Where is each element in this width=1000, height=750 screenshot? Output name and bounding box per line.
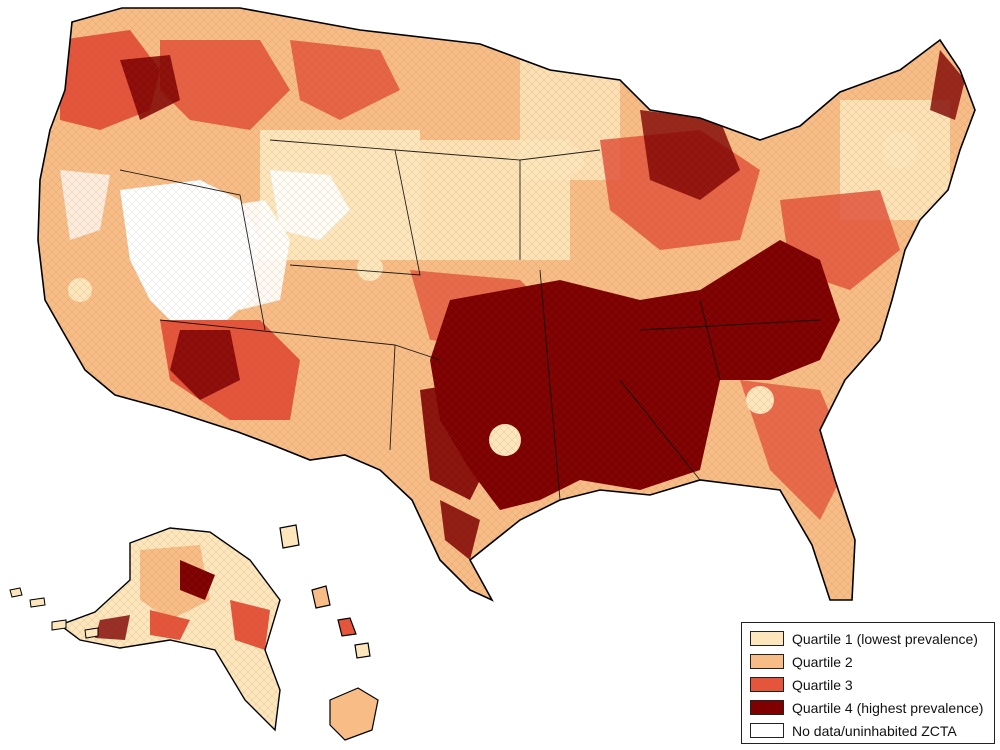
legend-label: Quartile 3 bbox=[792, 676, 853, 693]
legend-swatch bbox=[750, 654, 784, 669]
legend-label: Quartile 2 bbox=[792, 653, 853, 670]
legend-swatch bbox=[750, 700, 784, 715]
legend-item-quartile-1: Quartile 1 (lowest prevalence) bbox=[750, 627, 988, 650]
legend-swatch bbox=[750, 723, 784, 738]
legend-label: No data/uninhabited ZCTA bbox=[792, 722, 957, 739]
legend-item-quartile-3: Quartile 3 bbox=[750, 673, 988, 696]
map-legend: Quartile 1 (lowest prevalence) Quartile … bbox=[741, 622, 995, 744]
legend-item-quartile-2: Quartile 2 bbox=[750, 650, 988, 673]
legend-swatch bbox=[750, 677, 784, 692]
legend-swatch bbox=[750, 631, 784, 646]
legend-item-quartile-4: Quartile 4 (highest prevalence) bbox=[750, 696, 988, 719]
legend-item-no-data: No data/uninhabited ZCTA bbox=[750, 719, 988, 742]
hawaii-region bbox=[279, 524, 379, 741]
legend-label: Quartile 1 (lowest prevalence) bbox=[792, 630, 978, 647]
legend-label: Quartile 4 (highest prevalence) bbox=[792, 699, 984, 716]
state-borders bbox=[119, 139, 821, 501]
